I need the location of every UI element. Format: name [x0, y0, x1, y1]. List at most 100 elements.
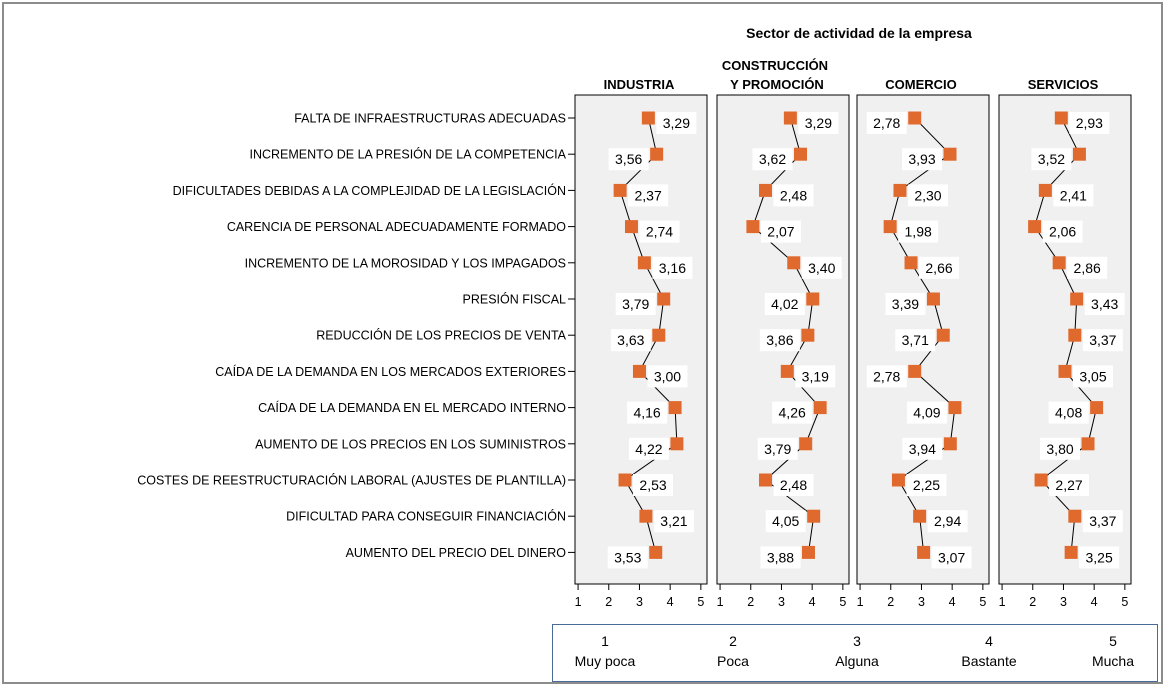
- x-tick-label: 2: [887, 595, 894, 609]
- legend-item: 2 Poca: [683, 631, 783, 671]
- data-label-bg: [607, 546, 648, 569]
- category-label: INCREMENTO DE LA MOROSIDAD Y LOS IMPAGAD…: [245, 256, 566, 270]
- data-point: [1034, 473, 1048, 487]
- category-label: PRESIÓN FISCAL: [463, 292, 567, 307]
- data-label: 3,56: [615, 151, 642, 167]
- legend-item: 1 Muy poca: [555, 631, 655, 671]
- data-label: 2,37: [635, 187, 662, 203]
- data-label: 3,88: [767, 549, 794, 565]
- data-point: [807, 509, 821, 523]
- data-label: 3,53: [614, 549, 641, 565]
- data-point: [943, 147, 957, 161]
- data-label: 2,53: [639, 477, 666, 493]
- legend-number: 1: [601, 633, 609, 649]
- category-label: DIFICULTAD PARA CONSEGUIR FINANCIACIÓN: [286, 509, 566, 524]
- data-label: 4,09: [913, 405, 940, 421]
- data-point: [657, 292, 671, 306]
- data-label: 3,29: [805, 115, 832, 131]
- panel-header: Y PROMOCIÓN: [730, 77, 824, 92]
- data-label-bg: [898, 220, 939, 243]
- panel-header: SERVICIOS: [1028, 77, 1099, 92]
- data-point: [783, 111, 797, 125]
- data-label: 2,74: [646, 224, 673, 240]
- data-label: 3,94: [909, 441, 936, 457]
- data-point: [650, 147, 664, 161]
- category-label: COSTES DE REESTRUCTURACIÓN LABORAL (AJUS…: [137, 473, 566, 488]
- data-label: 3,71: [902, 332, 929, 348]
- data-label: 2,07: [767, 224, 794, 240]
- data-label: 2,27: [1055, 477, 1082, 493]
- data-label-bg: [801, 256, 842, 279]
- x-tick-label: 5: [697, 595, 704, 609]
- data-point: [1068, 509, 1082, 523]
- data-label: 3,21: [660, 513, 687, 529]
- category-label: DIFICULTADES DEBIDAS A LA COMPLEJIDAD DE…: [173, 183, 566, 198]
- data-point: [639, 509, 653, 523]
- data-label-bg: [628, 437, 669, 460]
- data-point: [1068, 328, 1082, 342]
- data-label: 3,79: [764, 441, 791, 457]
- data-label-bg: [615, 293, 656, 315]
- data-point: [1081, 437, 1095, 451]
- data-label-bg: [1082, 329, 1123, 352]
- data-label-bg: [885, 293, 926, 315]
- data-label: 3,52: [1038, 151, 1065, 167]
- data-label: 3,37: [1089, 513, 1116, 529]
- data-point: [891, 473, 905, 487]
- x-tick-label: 2: [747, 595, 754, 609]
- legend-item: 4 Bastante: [939, 631, 1039, 671]
- data-label-bg: [795, 365, 836, 388]
- panel-industria: INDUSTRIA 3,29 3,56 2,37 2,74 3,16 3,79 3,63 3,0…: [574, 77, 708, 609]
- legend-label: Muy poca: [574, 653, 636, 669]
- data-label-bg: [757, 437, 798, 460]
- data-label-bg: [628, 184, 669, 207]
- data-point: [746, 220, 760, 234]
- data-label: 3,80: [1046, 441, 1073, 457]
- data-point: [913, 509, 927, 523]
- chart-title: Sector de actividad de la empresa: [746, 25, 972, 41]
- data-label-bg: [1082, 510, 1123, 533]
- x-tick-label: 3: [778, 595, 785, 609]
- scale-legend: 1 Muy poca 2 Poca 3 Alguna 4 Bastante 5 Mucha: [552, 624, 1158, 682]
- data-label: 2,86: [1074, 260, 1101, 276]
- data-label-bg: [647, 365, 688, 388]
- data-point: [806, 292, 820, 306]
- x-tick-label: 4: [949, 595, 956, 609]
- panel-header: COMERCIO: [885, 77, 957, 92]
- data-label: 3,00: [654, 368, 681, 384]
- data-label: 3,25: [1086, 549, 1113, 565]
- data-label-bg: [906, 474, 947, 496]
- data-point: [801, 328, 815, 342]
- x-tick-label: 1: [999, 595, 1006, 609]
- data-point: [613, 183, 627, 197]
- data-label: 2,78: [873, 115, 900, 131]
- legend-number: 3: [853, 633, 861, 649]
- x-tick-label: 3: [1060, 595, 1067, 609]
- data-point: [801, 545, 815, 559]
- category-label: REDUCCIÓN DE LOS PRECIOS DE VENTA: [316, 328, 566, 343]
- data-point: [926, 292, 940, 306]
- data-label: 2,48: [780, 477, 807, 493]
- category-label: CARENCIA DE PERSONAL ADECUADAMENTE FORMA…: [227, 220, 566, 234]
- data-label-bg: [866, 112, 907, 134]
- data-label-bg: [927, 510, 968, 533]
- data-point: [787, 256, 801, 270]
- data-label: 3,16: [659, 260, 686, 276]
- data-label: 1,98: [905, 224, 932, 240]
- data-label-bg: [902, 437, 943, 460]
- data-label-bg: [1084, 293, 1125, 315]
- data-label-bg: [760, 546, 801, 569]
- category-label: AUMENTO DE LOS PRECIOS EN LOS SUMINISTRO…: [255, 437, 566, 451]
- data-label: 2,41: [1060, 187, 1087, 203]
- data-point: [1064, 545, 1078, 559]
- data-point: [1038, 183, 1052, 197]
- data-label: 2,93: [1076, 115, 1103, 131]
- x-tick-label: 2: [1029, 595, 1036, 609]
- data-label-bg: [760, 220, 801, 243]
- legend-label: Mucha: [1091, 653, 1135, 669]
- data-label: 3,40: [808, 260, 835, 276]
- data-label: 3,05: [1079, 368, 1106, 384]
- data-point: [632, 364, 646, 378]
- data-label-bg: [773, 184, 814, 207]
